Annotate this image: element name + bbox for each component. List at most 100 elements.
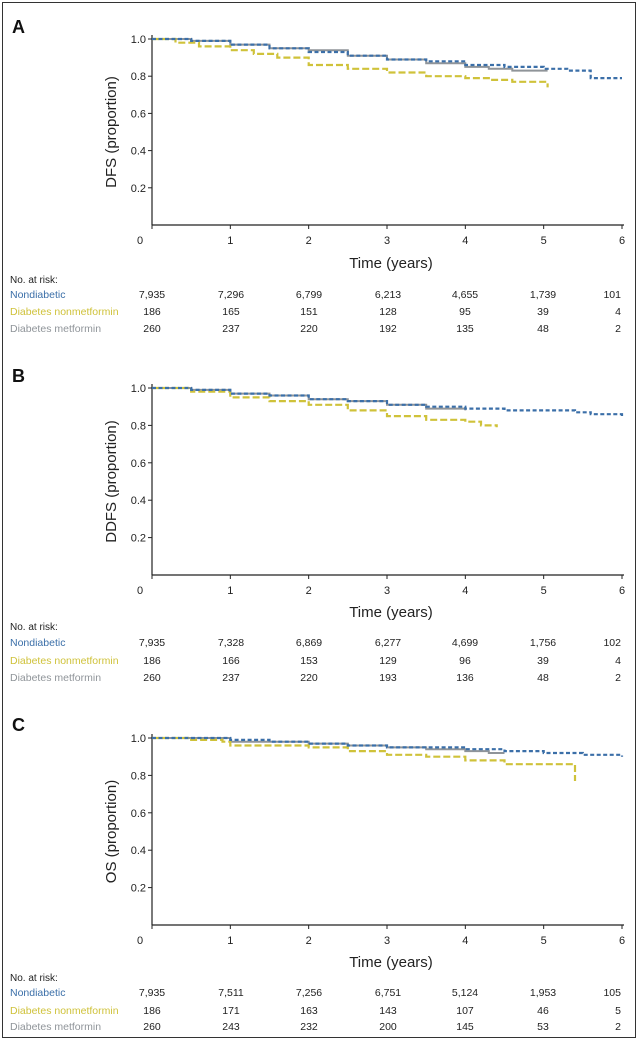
panel-c-risk-value-nondiabetic: 7,256 (296, 987, 322, 999)
panel-a-x-tick-label: 1 (227, 235, 233, 247)
panel-c-x-tick-label: 0 (137, 935, 143, 947)
panel-a-risk-value-nondiabetic: 6,799 (296, 289, 322, 301)
panel-c-risk-value-diabetes-metformin: 243 (222, 1021, 240, 1033)
panel-a-series-nondiabetic (152, 37, 622, 80)
panel-b-risk-value-diabetes-metformin: 220 (300, 672, 318, 684)
panel-c-risk-value-diabetes-nonmetformin: 5 (615, 1005, 621, 1017)
panel-b-risk-value-diabetes-nonmetformin: 39 (537, 655, 549, 667)
panel-a-y-tick-label: 1.0 (131, 34, 146, 46)
panel-b-risk-title: No. at risk: (10, 622, 58, 633)
panel-a-x-axis-label: Time (years) (349, 255, 433, 272)
panel-c-series-nondiabetic (152, 736, 624, 757)
panel-a-risk-label-diabetes-nonmetformin: Diabetes nonmetformin (10, 306, 119, 318)
panel-b-series-diabetes-nonmetformin (152, 386, 498, 428)
panel-b-y-tick-label: 0.6 (131, 458, 146, 470)
panel-a-x-tick-label: 5 (541, 235, 547, 247)
panel-b-risk-value-diabetes-nonmetformin: 4 (615, 655, 621, 667)
panel-c-risk-value-diabetes-metformin: 145 (456, 1021, 474, 1033)
panel-c-x-tick-label: 3 (384, 935, 390, 947)
panel-c-y-tick-label: 0.2 (131, 883, 146, 895)
panel-a-risk-label-nondiabetic: Nondiabetic (10, 289, 65, 301)
panel-b-x-tick-label: 5 (541, 585, 547, 597)
panel-b-risk-label-nondiabetic: Nondiabetic (10, 637, 65, 649)
panel-b-x-tick-label: 4 (462, 585, 468, 597)
panel-c-risk-value-diabetes-metformin: 232 (300, 1021, 318, 1033)
panel-b-y-tick-label: 0.2 (131, 533, 146, 545)
panel-a-risk-value-diabetes-nonmetformin: 165 (222, 306, 240, 318)
panel-c-risk-label-diabetes-nonmetformin: Diabetes nonmetformin (10, 1005, 119, 1017)
panel-c-series-diabetes-nonmetformin (152, 736, 577, 781)
panel-a-y-axis-label: DFS (proportion) (103, 76, 120, 188)
panel-b-y-tick-label: 0.8 (131, 420, 146, 432)
panel-c-y-tick-label: 0.4 (131, 845, 146, 857)
panel-c-risk-value-nondiabetic: 6,751 (375, 987, 401, 999)
panel-a-y-tick-label: 0.4 (131, 146, 146, 158)
panel-c-risk-title: No. at risk: (10, 973, 58, 984)
panel-a-risk-title: No. at risk: (10, 275, 58, 286)
panel-b-x-tick-label: 1 (227, 585, 233, 597)
panel-b-y-tick-label: 1.0 (131, 383, 146, 395)
panel-c-y-tick-label: 1.0 (131, 733, 146, 745)
panel-c-risk-value-nondiabetic: 5,124 (452, 987, 478, 999)
panel-c-y-tick-label: 0.6 (131, 808, 146, 820)
panel-b-risk-value-nondiabetic: 102 (603, 637, 621, 649)
panel-b-risk-value-nondiabetic: 7,328 (218, 637, 244, 649)
panel-a-risk-value-diabetes-metformin: 237 (222, 323, 240, 335)
panel-c-y-tick-label: 0.8 (131, 770, 146, 782)
panel-a-risk-value-diabetes-metformin: 135 (456, 323, 474, 335)
panel-a-x-tick-label: 6 (619, 235, 625, 247)
panel-c-risk-value-diabetes-metformin: 53 (537, 1021, 549, 1033)
panel-a-risk-value-diabetes-metformin: 192 (379, 323, 397, 335)
panel-c-risk-value-diabetes-metformin: 260 (143, 1021, 161, 1033)
panel-c-risk-value-nondiabetic: 105 (603, 987, 621, 999)
panel-c-risk-value-diabetes-nonmetformin: 46 (537, 1005, 549, 1017)
panel-c-risk-value-diabetes-metformin: 200 (379, 1021, 397, 1033)
panel-c-risk-value-nondiabetic: 1,953 (530, 987, 556, 999)
panel-b-x-axis-label: Time (years) (349, 604, 433, 621)
panel-a-risk-label-diabetes-metformin: Diabetes metformin (10, 323, 101, 335)
panel-a-risk-value-nondiabetic: 101 (603, 289, 621, 301)
panel-b-risk-value-diabetes-metformin: 136 (456, 672, 474, 684)
panel-c-risk-value-diabetes-metformin: 2 (615, 1021, 621, 1033)
panel-a-x-tick-label: 3 (384, 235, 390, 247)
panel-a-risk-value-diabetes-nonmetformin: 4 (615, 306, 621, 318)
panel-c-x-tick-label: 6 (619, 935, 625, 947)
panel-a-risk-value-diabetes-metformin: 220 (300, 323, 318, 335)
panel-a-risk-value-diabetes-nonmetformin: 95 (459, 306, 471, 318)
panel-b-risk-value-diabetes-metformin: 193 (379, 672, 397, 684)
panel-b-x-tick-label: 3 (384, 585, 390, 597)
panel-c-letter: C (12, 715, 25, 735)
panel-a-letter: A (12, 17, 25, 37)
panel-a-risk-value-nondiabetic: 7,935 (139, 289, 165, 301)
panel-b-risk-value-diabetes-metformin: 260 (143, 672, 161, 684)
panel-c-x-axis-label: Time (years) (349, 954, 433, 971)
panel-a-risk-value-diabetes-nonmetformin: 128 (379, 306, 397, 318)
panel-c-risk-value-nondiabetic: 7,935 (139, 987, 165, 999)
panel-c-risk-label-diabetes-metformin: Diabetes metformin (10, 1021, 101, 1033)
panel-a-risk-value-nondiabetic: 1,739 (530, 289, 556, 301)
panel-a-risk-value-diabetes-metformin: 2 (615, 323, 621, 335)
panel-b-y-axis-label: DDFS (proportion) (103, 420, 120, 543)
panel-a-x-tick-label: 4 (462, 235, 468, 247)
panel-a-risk-value-nondiabetic: 6,213 (375, 289, 401, 301)
panel-b-risk-value-diabetes-nonmetformin: 166 (222, 655, 240, 667)
panel-c-x-tick-label: 2 (306, 935, 312, 947)
panel-a-risk-value-diabetes-metformin: 260 (143, 323, 161, 335)
panel-b-risk-value-nondiabetic: 7,935 (139, 637, 165, 649)
panel-c-x-tick-label: 4 (462, 935, 468, 947)
panel-c-risk-value-nondiabetic: 7,511 (218, 987, 244, 999)
panel-b-risk-value-diabetes-nonmetformin: 186 (143, 655, 161, 667)
panel-c-x-tick-label: 1 (227, 935, 233, 947)
panel-b-risk-value-diabetes-metformin: 48 (537, 672, 549, 684)
panel-c-y-axis-label: OS (proportion) (103, 780, 120, 883)
panel-a-risk-value-diabetes-nonmetformin: 186 (143, 306, 161, 318)
panel-b-risk-value-nondiabetic: 4,699 (452, 637, 478, 649)
panel-a-x-tick-label: 0 (137, 235, 143, 247)
panel-c-risk-value-diabetes-nonmetformin: 163 (300, 1005, 318, 1017)
panel-c-risk-value-diabetes-nonmetformin: 171 (222, 1005, 240, 1017)
panel-b-x-tick-label: 2 (306, 585, 312, 597)
panel-c-risk-value-diabetes-nonmetformin: 186 (143, 1005, 161, 1017)
panel-a-risk-value-diabetes-nonmetformin: 39 (537, 306, 549, 318)
panel-b-risk-label-diabetes-nonmetformin: Diabetes nonmetformin (10, 655, 119, 667)
